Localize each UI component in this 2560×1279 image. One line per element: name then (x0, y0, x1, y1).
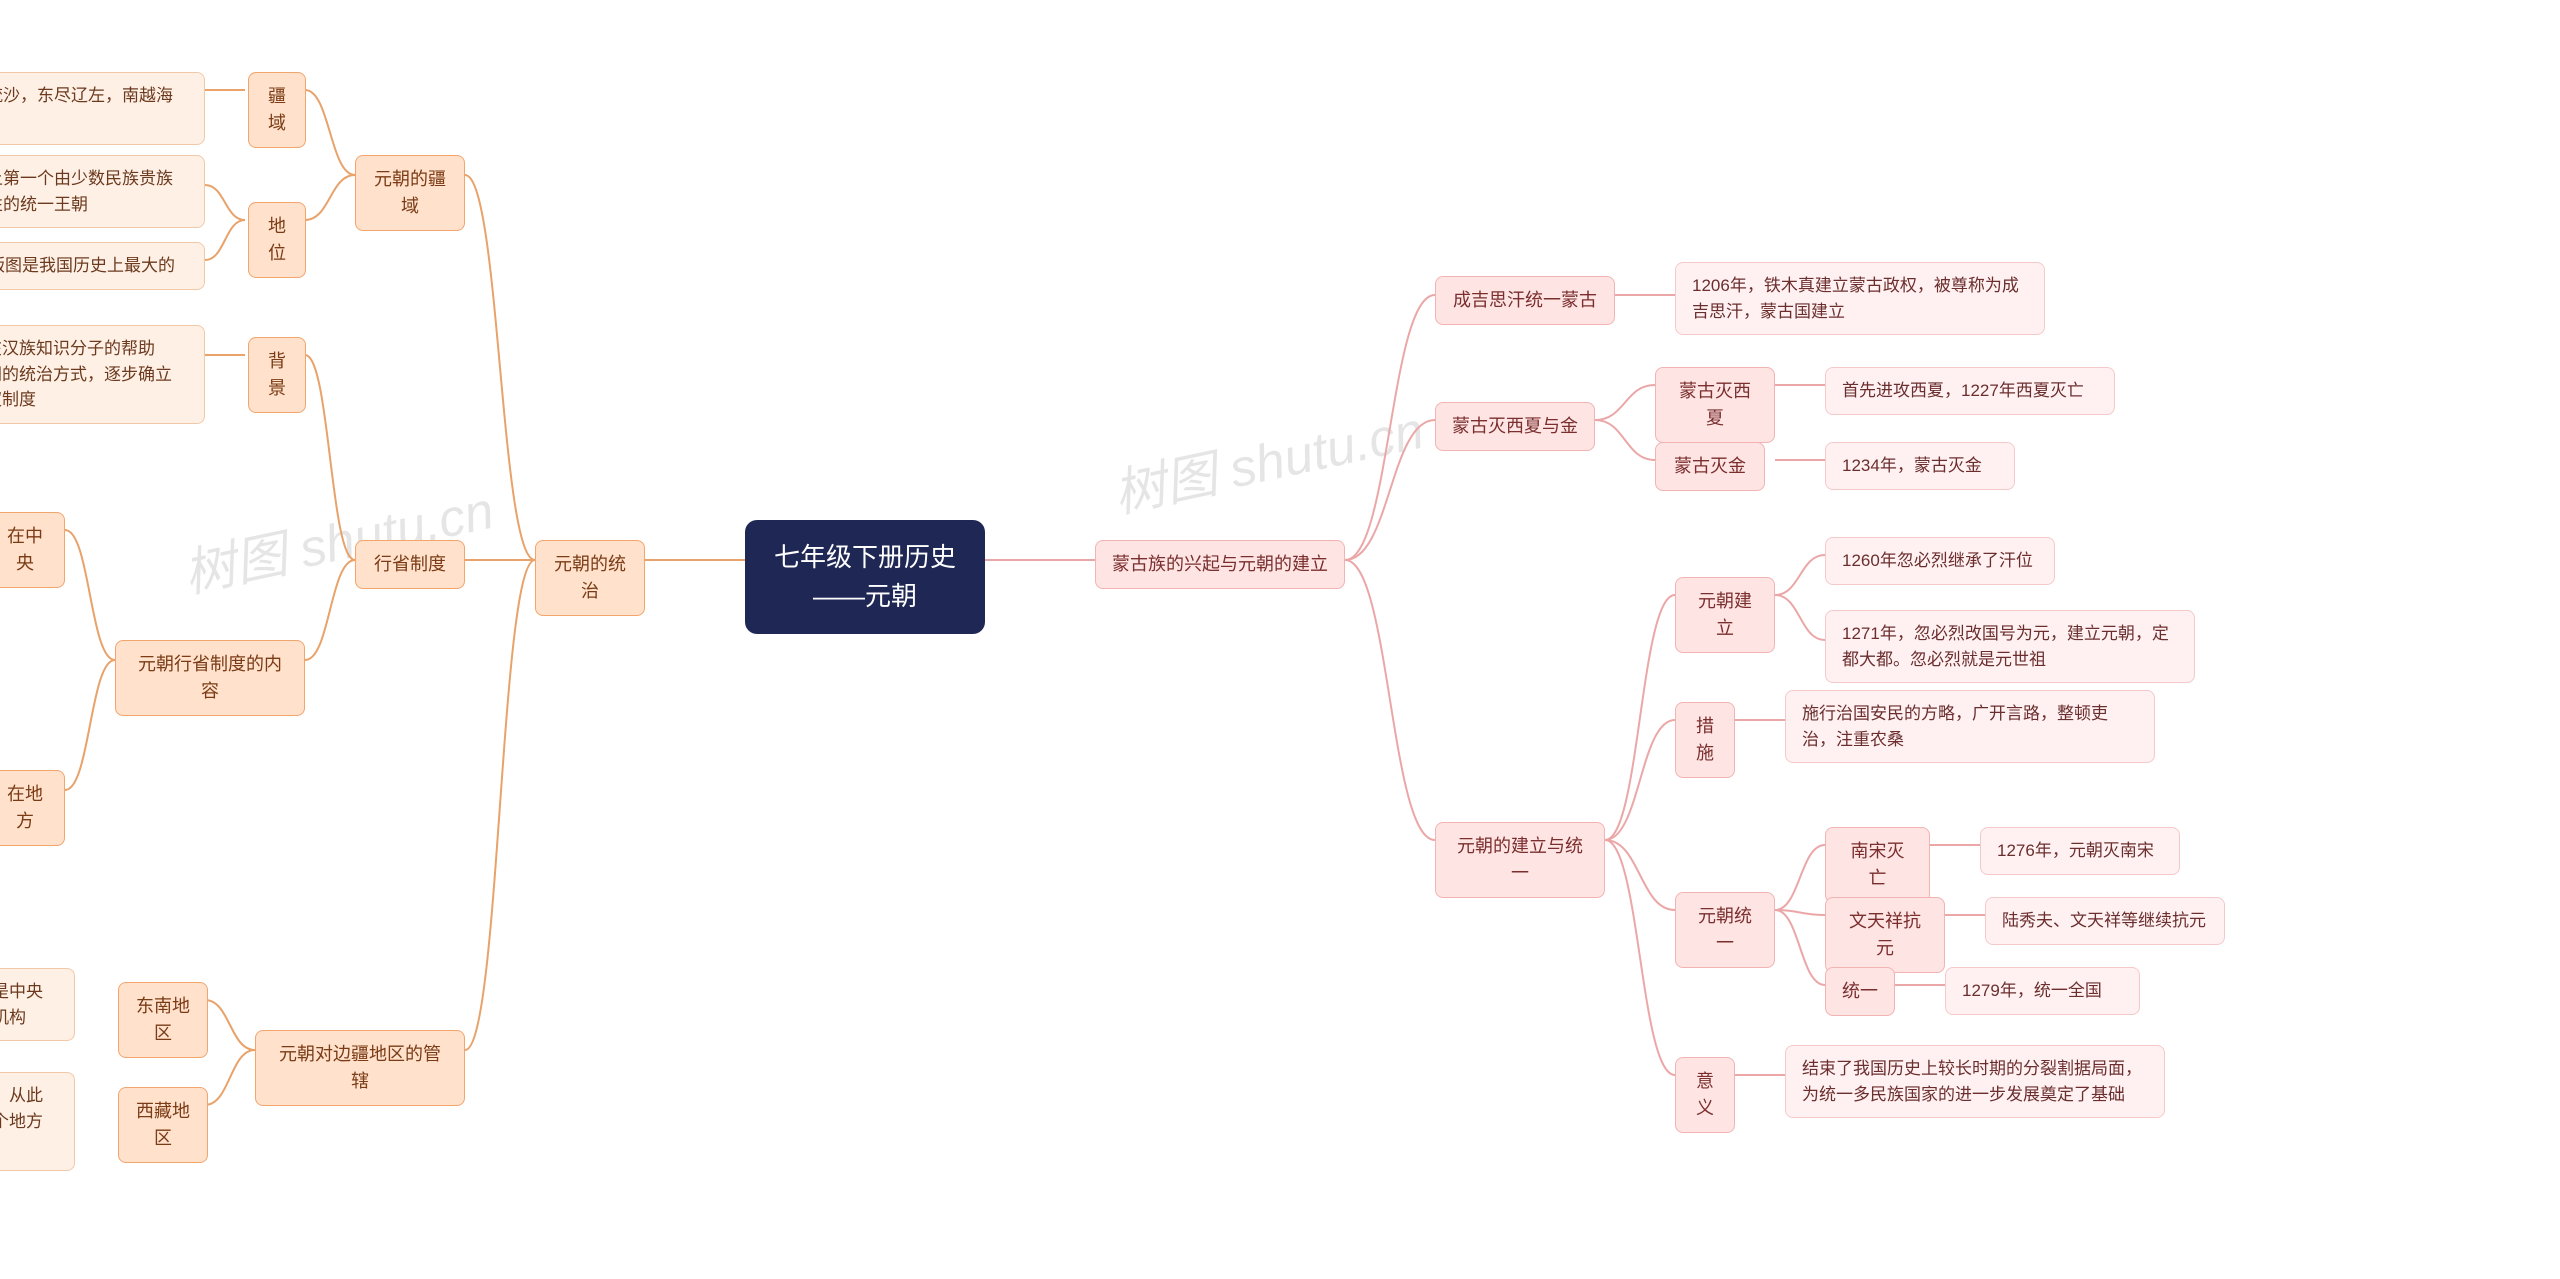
l-territory-status: 地位 (248, 202, 306, 278)
left-main: 元朝的统治 (535, 540, 645, 616)
r-establish: 元朝的建立与统一 (1435, 822, 1605, 898)
r-xixia-leaf: 首先进攻西夏，1227年西夏灭亡 (1825, 367, 2115, 415)
r-jin-leaf: 1234年，蒙古灭金 (1825, 442, 2015, 490)
root-line2: ——元朝 (774, 577, 956, 616)
l-province-bg: 背景 (248, 337, 306, 413)
r-measures-leaf: 施行治国安民的方略，广开言路，整顿吏治，注重农桑 (1785, 690, 2155, 763)
r-unify-song-leaf: 1276年，元朝灭南宋 (1980, 827, 2180, 875)
l-border-se: 东南地区 (118, 982, 208, 1058)
l-territory-scope: 疆域 (248, 72, 306, 148)
r-found-leaf1: 1260年忽必烈继承了汗位 (1825, 537, 2055, 585)
r-unify-done-leaf: 1279年，统一全国 (1945, 967, 2140, 1015)
r-unify-done: 统一 (1825, 967, 1895, 1016)
l-border-tibet: 西藏地区 (118, 1087, 208, 1163)
r-xixia: 蒙古灭西夏 (1655, 367, 1775, 443)
r-unify-wen: 文天祥抗元 (1825, 897, 1945, 973)
r-genghis: 成吉思汗统一蒙古 (1435, 276, 1615, 325)
l-province-bg-leaf: 元朝建立后，忽必烈在汉族知识分子的帮助下，参照中原历代王朝的统治方式，逐步确立了… (0, 325, 205, 424)
root-line1: 七年级下册历史 (774, 538, 956, 577)
l-territory-status-leaf1: 元朝是我国历史上第一个由少数民族贵族为主建立的全国性的统一王朝 (0, 155, 205, 228)
r-found: 元朝建立 (1675, 577, 1775, 653)
l-border-se-leaf: 设澎湖巡检司，管辖澎湖和琉球。是中央王朝首次在台湾地区正式建立行政机构 (0, 968, 75, 1041)
watermark: 树图 shutu.cn (1106, 388, 1430, 527)
r-jin: 蒙古灭金 (1655, 442, 1765, 491)
l-border: 元朝对边疆地区的管辖 (255, 1030, 465, 1106)
l-border-tibet-leaf: 由宣政院直接统辖，掌管西藏事务。从此西藏正式成为中央直接管辖下的一个地方行政区域 (0, 1072, 75, 1171)
r-unify: 元朝统一 (1675, 892, 1775, 968)
l-territory-scope-leaf: 北逾阴山，西极流沙，东尽辽左，南越海表 (0, 72, 205, 145)
l-territory-status-leaf2: 元朝的版图是我国历史上最大的 (0, 242, 205, 290)
r-measures: 措施 (1675, 702, 1735, 778)
r-unify-wen-leaf: 陆秀夫、文天祥等继续抗元 (1985, 897, 2225, 945)
r-unify-song: 南宋灭亡 (1825, 827, 1930, 903)
l-territory: 元朝的疆域 (355, 155, 465, 231)
r-significance-leaf: 结束了我国历史上较长时期的分裂割据局面，为统一多民族国家的进一步发展奠定了基础 (1785, 1045, 2165, 1118)
l-central: 在中央 (0, 512, 65, 588)
right-main: 蒙古族的兴起与元朝的建立 (1095, 540, 1345, 589)
r-xixia-jin: 蒙古灭西夏与金 (1435, 402, 1595, 451)
l-local: 在地方 (0, 770, 65, 846)
l-province: 行省制度 (355, 540, 465, 589)
r-genghis-leaf: 1206年，铁木真建立蒙古政权，被尊称为成吉思汗，蒙古国建立 (1675, 262, 2045, 335)
root-node: 七年级下册历史 ——元朝 (745, 520, 985, 634)
r-found-leaf2: 1271年，忽必烈改国号为元，建立元朝，定都大都。忽必烈就是元世祖 (1825, 610, 2195, 683)
l-province-content: 元朝行省制度的内容 (115, 640, 305, 716)
r-significance: 意义 (1675, 1057, 1735, 1133)
